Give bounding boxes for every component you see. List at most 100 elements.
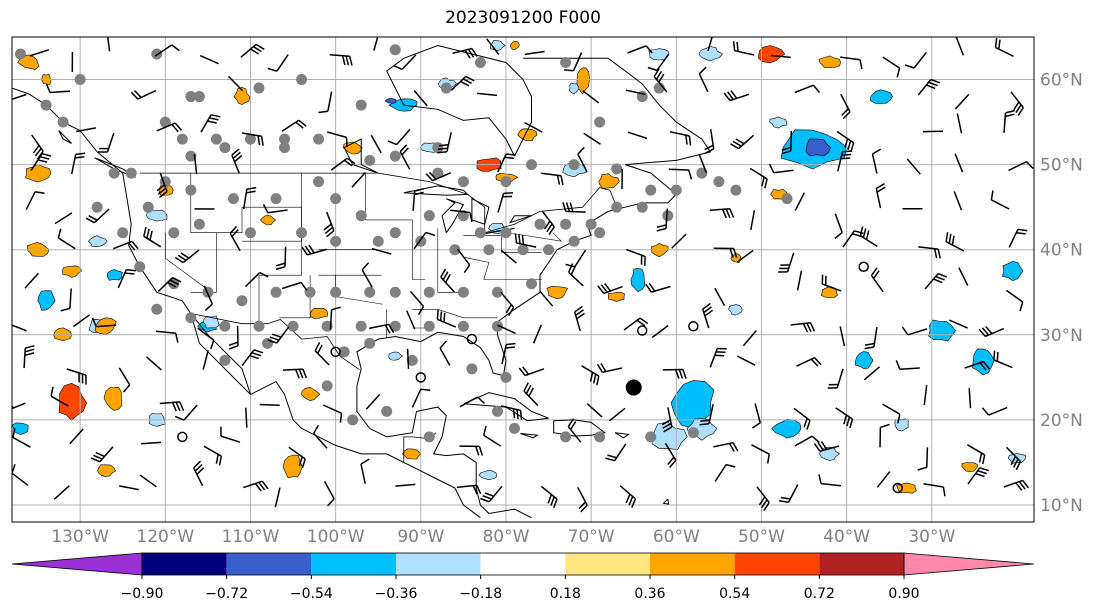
coastline (403, 185, 469, 196)
wind-barb (948, 319, 968, 329)
wind-barb (245, 407, 248, 428)
wind-barb (24, 272, 39, 289)
anomaly-region (146, 209, 168, 222)
anomaly-region (698, 46, 723, 62)
station-marker (560, 431, 572, 443)
anomaly-region (87, 235, 108, 248)
lon-tick-label: 40°W (823, 527, 870, 547)
anomaly-region (402, 448, 422, 460)
wind-barb (70, 152, 86, 175)
wind-barb (193, 154, 198, 175)
station-marker (270, 286, 282, 298)
state-border (365, 173, 413, 221)
station-marker (483, 244, 495, 256)
station-marker (279, 142, 291, 154)
lat-tick-label: 50°N (1040, 156, 1083, 176)
station-marker (355, 320, 367, 332)
wind-barb (60, 288, 72, 312)
wind-barb (793, 407, 811, 430)
station-marker (730, 184, 742, 196)
colorbar-tick-label: 0.90 (888, 586, 919, 602)
station-marker (287, 320, 299, 332)
anomaly-region (12, 422, 29, 435)
coastline (520, 433, 540, 439)
coastline (343, 138, 379, 174)
anomaly-region (478, 469, 498, 481)
colorbar-tick-label: −0.72 (205, 586, 248, 602)
wind-barb (750, 210, 756, 231)
station-marker (491, 405, 503, 417)
station-marker (585, 218, 597, 230)
wind-barb (596, 363, 623, 374)
anomaly-region (630, 268, 646, 292)
station-marker (457, 320, 469, 332)
calm-wind-circles (177, 261, 903, 494)
wind-barb (1003, 109, 1015, 133)
wind-barb (12, 428, 31, 448)
wind-barb (956, 113, 963, 134)
wind-barb (118, 367, 131, 393)
wind-barb (827, 368, 844, 389)
wind-barb (954, 93, 970, 110)
wind-barb (500, 249, 517, 264)
wind-barb (699, 404, 714, 426)
wind-barb (577, 146, 588, 173)
wind-barb (113, 240, 139, 251)
station-marker (193, 218, 205, 230)
wind-barb (863, 366, 881, 381)
station-marker (330, 193, 342, 205)
wind-barb (365, 393, 381, 410)
station-marker (15, 48, 27, 60)
wind-barb (645, 282, 671, 293)
wind-barb (241, 349, 264, 367)
state-border (258, 173, 302, 324)
wind-barb (242, 186, 257, 210)
anomaly-region (342, 141, 363, 155)
wind-barb (955, 37, 965, 56)
wind-barb (794, 84, 821, 94)
anomaly-region (106, 269, 123, 281)
wind-barb (369, 323, 395, 334)
calm-circle (330, 346, 341, 358)
station-marker (645, 431, 657, 443)
wind-barb (523, 382, 539, 407)
wind-barb (770, 54, 791, 59)
station-marker (423, 431, 435, 443)
wind-barb (713, 247, 738, 258)
wind-barb (564, 52, 583, 72)
wind-barb (500, 405, 523, 420)
wind-barb (399, 144, 411, 170)
station-marker (321, 380, 333, 392)
wind-barb (541, 172, 564, 186)
station-marker (168, 227, 180, 239)
wind-barb (241, 132, 264, 146)
colorbar-segment (565, 553, 650, 575)
anomaly-region (97, 464, 117, 477)
calm-circle (858, 261, 869, 272)
wind-barb (839, 326, 846, 347)
wind-barb (707, 37, 713, 52)
wind-barb (669, 131, 692, 146)
wind-barb (779, 484, 799, 503)
station-marker (364, 154, 376, 166)
wind-barb (1005, 446, 1022, 471)
wind-barb (85, 208, 110, 224)
wind-barb (30, 152, 52, 171)
wind-barb (1005, 289, 1024, 312)
wind-barb (565, 249, 587, 268)
wind-barb (859, 226, 878, 248)
wind-barb (370, 134, 382, 154)
wind-barb (945, 232, 965, 252)
lat-tick-label: 20°N (1040, 411, 1083, 431)
anomaly-region (103, 386, 123, 411)
wind-barb (906, 158, 921, 175)
wind-barb (653, 68, 668, 93)
longitude-labels: 130°W 120°W 110°W 100°W 90°W 80°W 70°W 60°W 50°W… (51, 527, 955, 547)
wind-barb (813, 441, 840, 453)
wind-barb (371, 247, 392, 255)
station-marker (219, 354, 231, 366)
station-marker (355, 99, 367, 111)
wind-barb (751, 444, 770, 464)
lon-tick-label: 90°W (397, 527, 444, 547)
station-marker (713, 176, 725, 188)
